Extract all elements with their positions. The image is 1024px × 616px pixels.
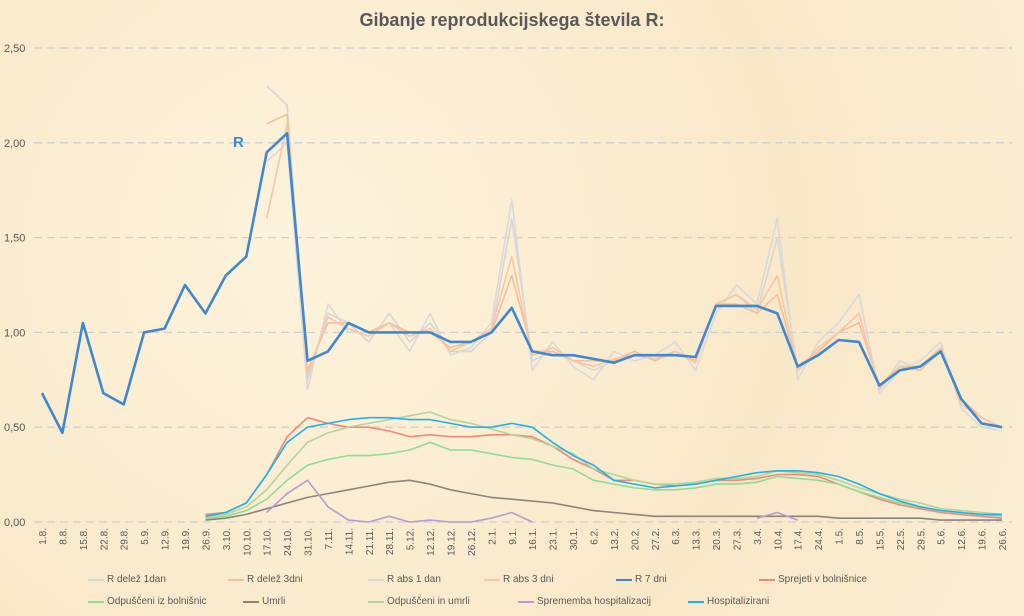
- series-line-umrli: [205, 479, 1002, 521]
- x-tick-label: 3.4.: [753, 528, 764, 545]
- legend-swatch: [518, 600, 534, 603]
- x-tick-label: 20.2.: [630, 528, 641, 550]
- x-tick-label: 23.1.: [549, 528, 560, 550]
- legend-item: R abs 1 dan: [368, 574, 441, 585]
- x-tick-label: 12.6.: [957, 528, 968, 550]
- x-tick-label: 26.12.: [467, 528, 478, 556]
- series-line-r-abs-3-dni: [265, 123, 1003, 428]
- series-line-hospitalizirani: [205, 416, 1002, 518]
- x-tick-label: 21.11.: [365, 528, 376, 555]
- x-tick-label: 29.5.: [916, 528, 927, 550]
- legend-item: R delež 3dni: [228, 574, 303, 585]
- x-tick-label: 29.8.: [120, 528, 131, 550]
- legend-item: Hospitalizirani: [688, 596, 769, 607]
- x-tick-label: 12.12.: [426, 528, 437, 556]
- legend-item: Umrli: [243, 596, 285, 607]
- x-tick-label: 5.6.: [937, 528, 948, 545]
- x-tick-label: 31.10.: [304, 528, 315, 556]
- legend-item: Sprememba hospitalizacij: [518, 596, 651, 607]
- legend-label: R delež 1dan: [107, 574, 166, 585]
- legend-label: Umrli: [262, 596, 286, 607]
- legend-swatch: [616, 578, 632, 581]
- legend-label: Odpuščeni iz bolnišnic: [107, 596, 207, 607]
- legend-item: R abs 3 dni: [484, 574, 554, 585]
- x-tick-label: 10.4.: [773, 528, 784, 550]
- series-line-sprememba-hospitalizacij: [266, 479, 798, 523]
- x-tick-label: 14.11.: [344, 528, 355, 555]
- legend-swatch: [368, 600, 384, 603]
- x-tick-label: 8.8.: [58, 528, 69, 545]
- x-tick-label: 10.10.: [242, 528, 253, 556]
- x-tick-label: 5.12.: [406, 528, 417, 550]
- series-line-r-7-dni: [40, 132, 1003, 435]
- x-tick-label: 28.11.: [385, 528, 396, 555]
- x-tick-label: 24.4.: [814, 528, 825, 550]
- x-tick-label: 3.10.: [222, 528, 233, 550]
- x-tick-label: 13.3.: [692, 528, 703, 550]
- x-tick-label: 6.2.: [589, 528, 600, 545]
- x-tick-label: 16.1.: [528, 528, 539, 550]
- x-tick-label: 26.6.: [998, 528, 1009, 550]
- legend-label: Hospitalizirani: [707, 596, 770, 607]
- legend-label: R 7 dni: [635, 574, 667, 585]
- r-annotation: R: [233, 134, 244, 151]
- x-tick-label: 22.5.: [896, 528, 907, 550]
- legend-swatch: [688, 600, 704, 603]
- x-tick-label: 13.2.: [610, 528, 621, 550]
- legend-item: R 7 dni: [616, 574, 667, 585]
- legend-label: R abs 1 dan: [387, 574, 441, 585]
- x-tick-label: 9.1.: [508, 528, 519, 545]
- x-tick-label: 20.3.: [712, 528, 723, 550]
- x-tick-label: 27.2.: [651, 528, 662, 550]
- y-tick-label: 2,00: [4, 138, 25, 150]
- x-tick-label: 15.8.: [79, 528, 90, 550]
- series-line-sprejeti-v-bolni-nice: [205, 416, 1003, 519]
- x-tick-label: 1.5.: [835, 528, 846, 545]
- x-tick-label: 30.1.: [569, 528, 580, 550]
- x-tick-label: 22.8.: [99, 528, 110, 550]
- y-tick-label: 0,00: [4, 517, 25, 529]
- legend-swatch: [228, 578, 244, 581]
- series-line-r-abs-1-dan: [266, 142, 1003, 432]
- x-tick-label: 6.3.: [671, 528, 682, 545]
- x-tick-label: 17.4.: [794, 528, 805, 550]
- x-tick-label: 17.10.: [263, 528, 274, 556]
- legend-item: R delež 1dan: [88, 574, 166, 585]
- x-tick-label: 5.9.: [140, 528, 151, 545]
- x-tick-label: 19.12.: [447, 528, 458, 556]
- x-tick-label: 24.10.: [283, 528, 294, 556]
- legend-label: R delež 3dni: [247, 574, 303, 585]
- y-tick-label: 0,50: [4, 422, 25, 434]
- series-line-odpu-eni-iz-bolni-nic: [205, 441, 1003, 519]
- x-tick-label: 7.11.: [324, 528, 335, 550]
- legend-swatch: [759, 578, 775, 581]
- x-tick-label: 2.1.: [487, 528, 498, 545]
- x-tick-label: 26.9.: [201, 528, 212, 550]
- x-tick-label: 19.6.: [978, 528, 989, 550]
- legend-label: R abs 3 dni: [503, 574, 554, 585]
- legend-swatch: [88, 600, 104, 603]
- legend-label: Sprememba hospitalizacij: [537, 596, 651, 607]
- legend-item: Sprejeti v bolnišnice: [759, 574, 867, 585]
- legend-swatch: [368, 578, 384, 581]
- legend-label: Sprejeti v bolnišnice: [778, 574, 867, 585]
- x-tick-label: 1.8.: [38, 528, 49, 545]
- x-tick-label: 8.5.: [855, 528, 866, 545]
- x-tick-label: 12.9.: [161, 528, 172, 550]
- chart-title: Gibanje reprodukcijskega števila R:: [359, 10, 665, 30]
- y-tick-label: 1,50: [4, 233, 25, 245]
- legend-label: Odpuščeni in umrli: [387, 596, 470, 607]
- legend-swatch: [243, 600, 259, 603]
- legend-item: Odpuščeni iz bolnišnic: [88, 596, 207, 607]
- legend-swatch: [88, 578, 104, 581]
- x-tick-label: 19.9.: [181, 528, 192, 550]
- x-tick-label: 27.3.: [732, 528, 743, 550]
- y-tick-label: 1,00: [4, 327, 25, 339]
- legend-swatch: [484, 578, 500, 581]
- y-tick-label: 2,50: [4, 43, 25, 55]
- x-tick-label: 15.5.: [875, 528, 886, 550]
- legend-item: Odpuščeni in umrli: [368, 596, 470, 607]
